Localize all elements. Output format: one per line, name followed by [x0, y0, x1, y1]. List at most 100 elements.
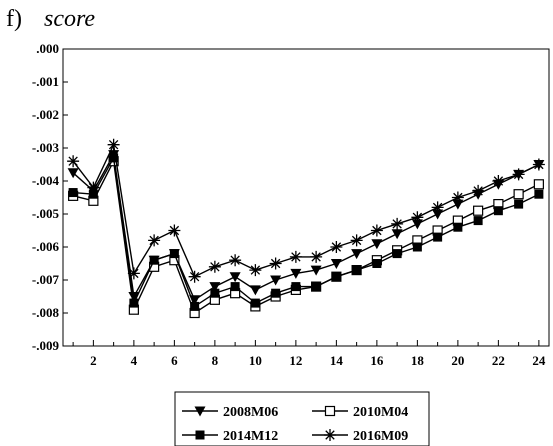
- x-tick-label: 8: [212, 353, 219, 368]
- legend-item-2016M09: 2016M09: [312, 429, 408, 444]
- x-tick-label: 2: [90, 353, 97, 368]
- y-tick-label: -.008: [32, 305, 60, 320]
- y-tick-label: -.009: [32, 338, 60, 353]
- x-tick-label: 18: [411, 353, 425, 368]
- data-point: [88, 189, 98, 199]
- data-point: [372, 259, 382, 268]
- y-tick-label: -.003: [32, 140, 60, 155]
- y-axis: .000 -.001 -.002 -.003 -.004 -.005 -.006 -.007 -…: [32, 41, 68, 353]
- y-tick-label: -.007: [32, 272, 60, 287]
- plot-area-frame: [62, 48, 550, 347]
- data-point: [411, 211, 424, 224]
- data-point: [291, 282, 301, 292]
- data-point: [289, 250, 302, 263]
- y-tick-label: -.005: [32, 206, 60, 221]
- x-tick-label: 22: [492, 353, 505, 368]
- data-point: [431, 201, 444, 214]
- data-point: [87, 181, 100, 194]
- legend-item-2010M04: 2010M04: [312, 405, 408, 420]
- data-point: [210, 288, 220, 298]
- data-point: [230, 282, 240, 292]
- data-point: [453, 222, 463, 232]
- data-point: [370, 224, 383, 237]
- data-point: [451, 191, 464, 204]
- data-point: [330, 241, 343, 253]
- legend-label: 2016M09: [353, 429, 408, 444]
- data-point: [432, 209, 444, 220]
- data-point: [229, 272, 241, 283]
- legend: 2008M06 2010M04 2014M12 2016M09: [174, 391, 430, 446]
- legend-label: 2014M12: [223, 429, 278, 444]
- data-point: [493, 206, 503, 216]
- legend-marker: [324, 429, 336, 441]
- y-tick-label: -.004: [32, 173, 60, 188]
- series-2016M09: [67, 138, 545, 283]
- data-point: [109, 153, 119, 163]
- data-point: [513, 189, 524, 200]
- data-point: [492, 175, 505, 187]
- y-tick-label: -.002: [32, 107, 59, 122]
- x-tick-label: 20: [451, 353, 464, 368]
- data-point: [310, 265, 322, 276]
- data-point: [331, 272, 341, 282]
- series-line: [73, 155, 540, 308]
- data-point: [473, 216, 483, 226]
- x-tick-label: 14: [330, 353, 344, 368]
- series-line: [72, 152, 540, 301]
- data-point: [67, 155, 80, 168]
- data-point: [412, 242, 422, 252]
- legend-item-2008M06: 2008M06: [182, 405, 278, 420]
- x-tick-label: 24: [532, 353, 546, 368]
- data-point: [129, 298, 139, 308]
- data-point: [371, 239, 383, 250]
- data-point: [149, 255, 159, 265]
- legend-label: 2008M06: [223, 405, 278, 420]
- legend-marker: [324, 405, 336, 417]
- data-point: [290, 268, 302, 279]
- data-point: [270, 275, 282, 286]
- y-tick-label: .000: [36, 41, 59, 56]
- data-point: [250, 298, 260, 308]
- data-point: [249, 285, 261, 296]
- data-point: [514, 199, 524, 209]
- panel-label: f): [6, 6, 22, 32]
- data-point: [433, 232, 443, 242]
- data-point: [351, 249, 363, 260]
- data-point: [532, 158, 545, 171]
- data-point: [169, 249, 179, 259]
- legend-marker: [194, 406, 206, 417]
- data-point: [512, 168, 525, 181]
- series-2014M12: [68, 153, 544, 311]
- data-point: [533, 179, 544, 190]
- data-point: [249, 264, 262, 277]
- data-point: [472, 184, 485, 197]
- data-point: [127, 267, 140, 280]
- series-2008M06: [67, 150, 545, 306]
- data-point: [534, 189, 544, 199]
- data-point: [190, 301, 200, 311]
- data-point: [452, 199, 464, 210]
- data-point: [269, 257, 282, 270]
- data-point: [188, 270, 201, 283]
- data-point: [107, 138, 120, 151]
- data-point: [67, 168, 79, 179]
- data-point: [391, 229, 403, 240]
- series-line: [72, 158, 540, 315]
- chart-title: score: [43, 6, 96, 32]
- legend-box: [174, 391, 430, 446]
- y-tick-label: -.006: [32, 239, 60, 254]
- chart-title-wrap: f) score: [6, 6, 95, 40]
- data-point: [392, 249, 402, 259]
- series-layer: [67, 138, 545, 319]
- data-point: [168, 224, 181, 237]
- legend-item-2014M12: 2014M12: [182, 429, 278, 444]
- x-tick-label: 6: [171, 353, 178, 368]
- series-2010M04: [68, 156, 544, 319]
- data-point: [411, 219, 423, 230]
- data-point: [229, 254, 242, 267]
- data-point: [209, 282, 221, 293]
- data-point: [311, 282, 321, 292]
- y-tick-label: -.001: [32, 74, 59, 89]
- data-point: [352, 265, 362, 275]
- data-point: [473, 205, 484, 216]
